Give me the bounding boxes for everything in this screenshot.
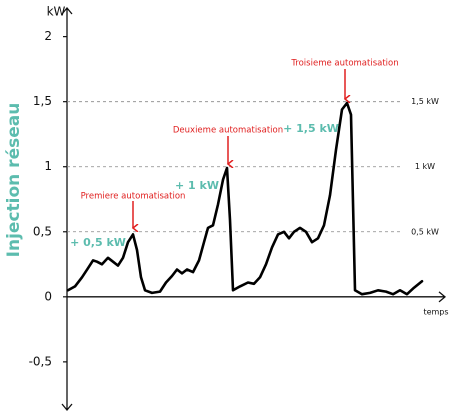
y-tick-label: -0,5 <box>29 354 52 368</box>
y-tick-label: 0,5 <box>33 224 52 238</box>
y-axis-title: Injection réseau <box>4 103 24 258</box>
gain-label: + 0,5 kW <box>70 236 126 249</box>
reference-label: 0,5 kW <box>411 227 439 236</box>
annotation: Premiere automatisation <box>81 192 186 202</box>
gain-label: + 1 kW <box>175 179 219 192</box>
reference-label: 1 kW <box>415 162 435 171</box>
gain-label: + 1,5 kW <box>283 122 339 135</box>
y-unit: kW <box>47 5 66 19</box>
y-tick-label: 2 <box>44 29 52 43</box>
data-line <box>66 101 424 296</box>
y-tick-label: 1 <box>44 159 52 173</box>
x-axis-title: temps <box>423 308 448 317</box>
x-axis <box>67 291 447 303</box>
annotation: Troisieme automatisation <box>290 59 398 69</box>
y-tick-label: 0 <box>44 289 52 303</box>
y-tick-label: 1,5 <box>33 94 52 108</box>
annotation: Deuxieme automatisation <box>173 126 283 136</box>
reference-label: 1,5 kW <box>411 97 439 106</box>
y-axis <box>61 6 73 412</box>
